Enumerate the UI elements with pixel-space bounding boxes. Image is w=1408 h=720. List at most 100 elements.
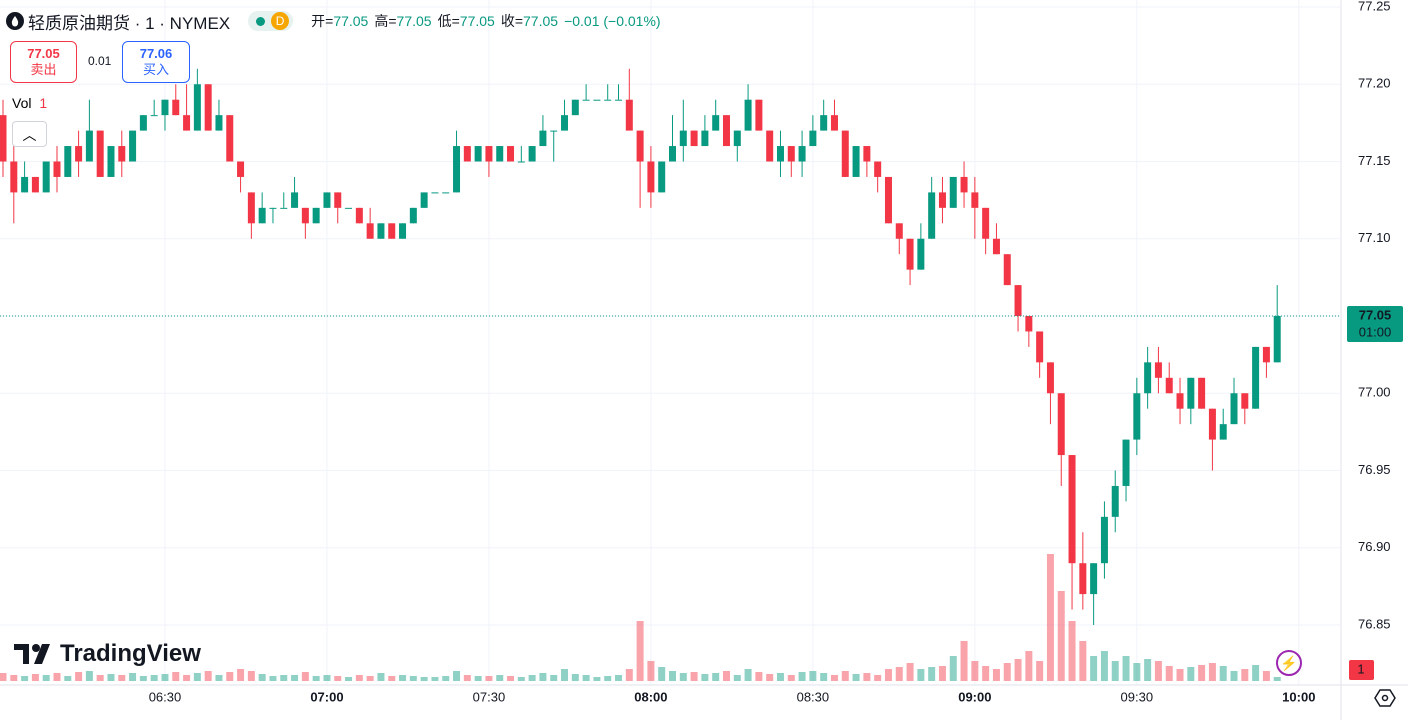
volume-bar (1133, 663, 1141, 681)
candle-body (399, 223, 407, 239)
candle-body (75, 146, 83, 162)
candle-body (755, 99, 763, 131)
volume-bar (841, 671, 849, 681)
volume-bar (830, 675, 838, 681)
candle-body (1057, 393, 1065, 456)
candle-body (96, 130, 104, 177)
volume-bar (615, 675, 623, 681)
volume-bar (1079, 641, 1087, 681)
buy-button[interactable]: 77.06 买入 (122, 41, 190, 83)
candle-body (1036, 331, 1044, 363)
volume-bar (787, 675, 795, 681)
volume-bar (172, 672, 180, 681)
price-tag-countdown: 01:00 (1359, 324, 1392, 339)
ohlc-value: 77.05 (459, 13, 495, 29)
volume-bar (269, 676, 277, 681)
volume-bar (1262, 671, 1270, 681)
volume-bar (0, 673, 7, 681)
volume-bar (258, 674, 266, 681)
candle-body (1198, 377, 1206, 409)
volume-bar (485, 676, 493, 681)
settings-icon (1374, 689, 1396, 707)
volume-bar (1036, 661, 1044, 681)
sell-button[interactable]: 77.05 卖出 (10, 41, 77, 83)
candle-body (183, 115, 191, 131)
candle-body (1025, 316, 1033, 332)
vol-value: 1 (39, 95, 48, 111)
volume-bar (1219, 666, 1227, 681)
sell-price: 77.05 (27, 46, 60, 61)
volume-bar (323, 675, 331, 681)
ohlc-item: 高=77.05 (374, 11, 431, 31)
lightning-button[interactable]: ⚡ (1276, 650, 1302, 676)
candle-body (1230, 393, 1238, 425)
ohlc-label: 开= (311, 13, 334, 29)
candle-body (863, 146, 871, 162)
candle-body (982, 207, 990, 239)
volume-bar (1176, 669, 1184, 681)
candle-body (766, 130, 774, 162)
volume-bar (280, 675, 288, 681)
volume-bar (1025, 651, 1033, 681)
candle-body (1187, 377, 1195, 409)
candle-body (237, 161, 245, 177)
volume-bar (690, 672, 698, 681)
candle-body (1165, 377, 1173, 394)
x-tick-label: 09:00 (958, 689, 991, 704)
volume-bar (766, 674, 774, 681)
volume-bar (701, 674, 709, 681)
candle-body (593, 99, 601, 101)
volume-bar (75, 672, 83, 681)
volume-bar (183, 675, 191, 681)
ohlc-item: 开=77.05 (311, 11, 368, 31)
volume-bar (960, 641, 968, 681)
candle-body (64, 146, 72, 177)
candle-body (787, 146, 795, 162)
vol-legend: Vol 1 (12, 95, 47, 111)
candle-body (0, 115, 7, 162)
candle-body (463, 146, 471, 162)
candle-body (291, 192, 299, 208)
candle-body (485, 146, 493, 162)
volume-bar (507, 676, 515, 681)
candle-body (107, 146, 115, 177)
ohlc-item: 低=77.05 (438, 11, 495, 31)
volume-bar (334, 676, 342, 681)
legend: 轻质原油期货 · 1 · NYMEX D 开=77.05 高=77.05 低=77.… (6, 10, 661, 33)
x-tick-label: 08:00 (634, 689, 667, 704)
candle-body (496, 146, 504, 162)
candle-body (366, 223, 374, 239)
candle-body (1262, 346, 1270, 363)
volume-bar (539, 673, 547, 681)
candle-body (355, 207, 363, 224)
candle-body (841, 130, 849, 177)
candle-body (701, 130, 709, 147)
candle-body (258, 207, 266, 224)
candle-body (1079, 563, 1087, 595)
symbol[interactable]: 轻质原油期货 · 1 · NYMEX (28, 13, 231, 33)
volume-bar (679, 673, 687, 681)
volume-bar (463, 675, 471, 681)
logo-icon (14, 644, 50, 664)
volume-bar (1068, 621, 1076, 681)
volume-bar (863, 673, 871, 681)
volume-bar (733, 675, 741, 681)
volume-bar (1252, 665, 1260, 681)
volume-bar (139, 676, 147, 681)
candle-body (507, 146, 515, 162)
volume-bar (442, 676, 450, 681)
volume-bar (1100, 651, 1108, 681)
ohlc-value: 77.05 (396, 13, 432, 29)
volume-bar (1122, 656, 1130, 681)
candle-body (420, 192, 428, 208)
candle-body (992, 238, 1000, 255)
candle-body (615, 99, 623, 101)
volume-bar (21, 676, 29, 681)
collapse-button[interactable]: ︿ (12, 121, 47, 147)
y-tick-label: 77.20 (1358, 76, 1391, 91)
volume-bar (906, 663, 914, 681)
volume-bar (809, 671, 817, 681)
candle-body (1133, 393, 1141, 440)
volume-bar (798, 672, 806, 681)
